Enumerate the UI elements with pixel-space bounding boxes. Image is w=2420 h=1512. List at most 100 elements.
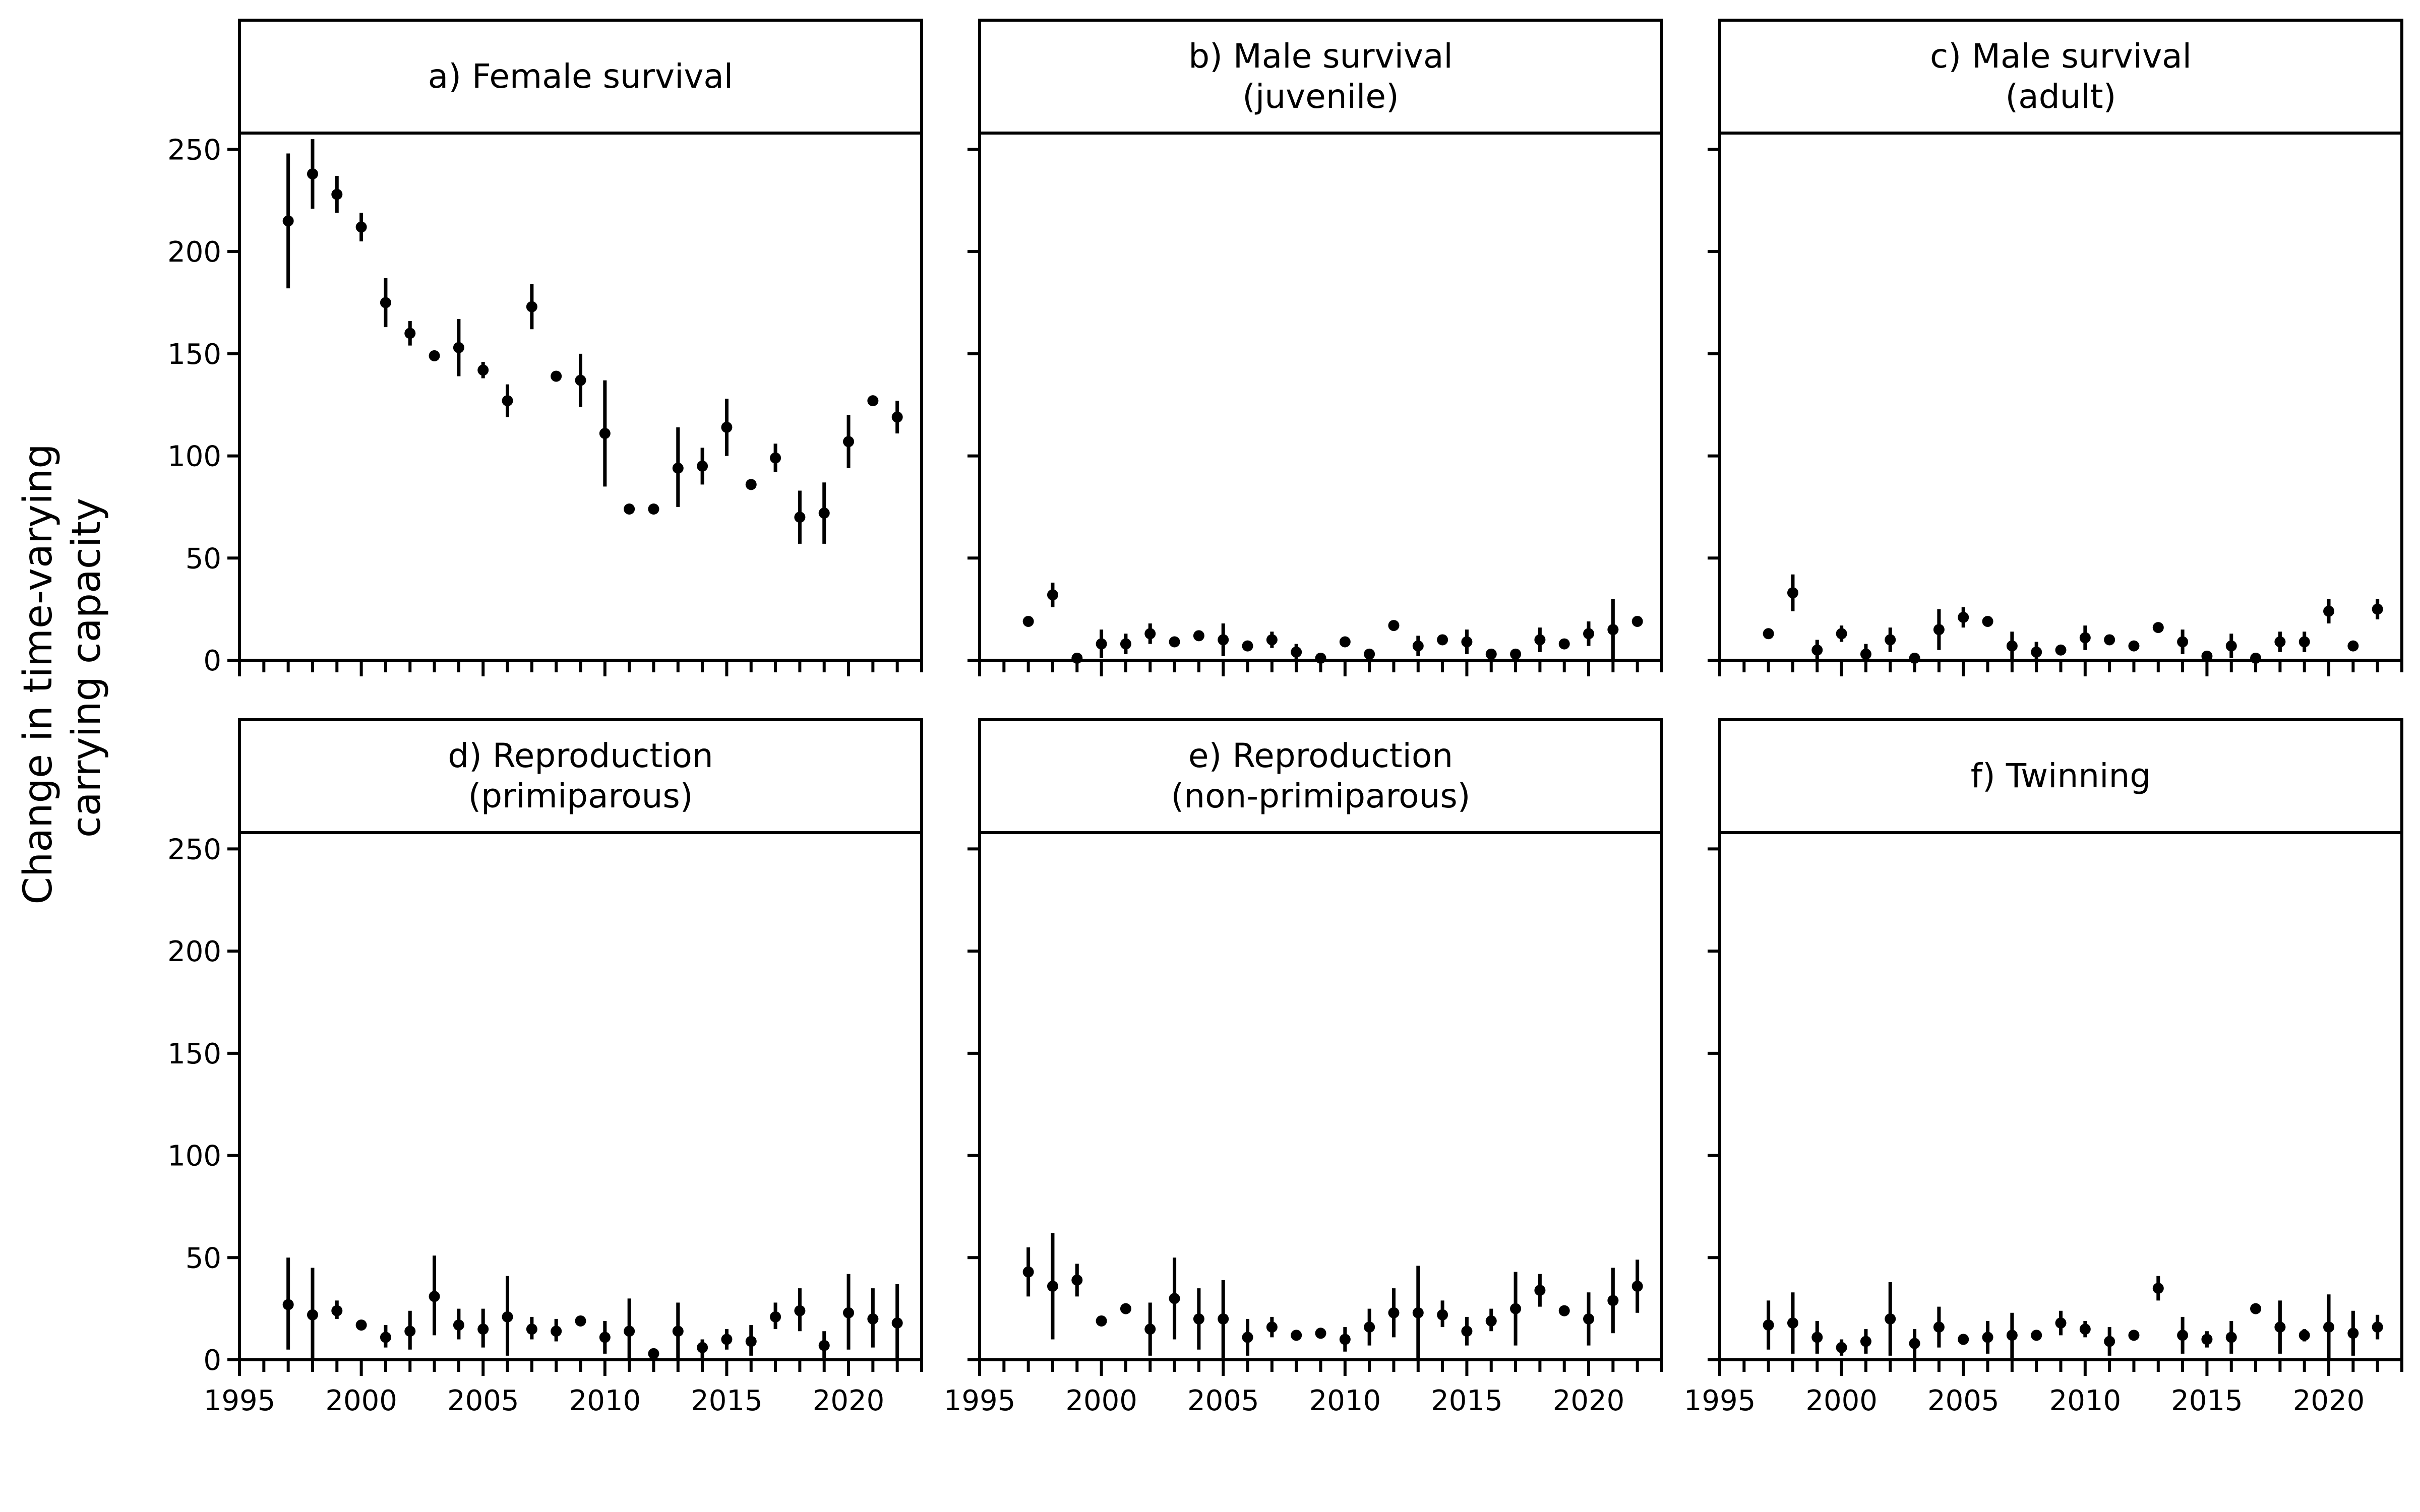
data-point (1144, 1324, 1156, 1335)
data-point (1885, 634, 1896, 646)
data-point (2298, 636, 2310, 648)
data-point (307, 1309, 318, 1320)
data-point (2225, 640, 2237, 652)
data-point (818, 1340, 830, 1351)
data-point (867, 1313, 879, 1325)
data-point (1120, 638, 1131, 650)
data-point (1266, 634, 1278, 646)
panel-title: (juvenile) (1242, 77, 1399, 116)
x-tick-label: 2015 (1431, 1384, 1503, 1417)
data-point (843, 1307, 855, 1318)
panel-6: f) Twinning 1995 2000 2005 2010 2015 2020 (1684, 718, 2403, 1417)
data-point (2055, 1317, 2067, 1329)
panel-1: a) Female survival 0 50 100 150 200 250 (167, 19, 923, 677)
data-point (1120, 1303, 1131, 1314)
data-point (355, 1319, 367, 1331)
data-point (599, 427, 611, 439)
data-point (1461, 636, 1473, 648)
data-point (1787, 587, 1798, 599)
panel-5: e) Reproduction(non-primiparous) 1995 2000… (944, 718, 1663, 1417)
data-point (355, 221, 367, 233)
y-tick-label: 100 (167, 1140, 221, 1173)
panel-title: b) Male survival (1188, 37, 1453, 76)
data-point (1836, 1342, 1847, 1353)
data-point (1558, 638, 1570, 650)
panel-3: c) Male survival(adult) (1708, 19, 2403, 676)
data-point (648, 503, 659, 515)
x-tick-label: 2005 (1927, 1384, 2000, 1417)
data-point (1485, 648, 1497, 660)
data-point (2177, 1330, 2189, 1341)
data-point (1047, 1281, 1058, 1292)
data-point (1315, 1328, 1326, 1339)
data-point (843, 436, 855, 448)
data-point (672, 1326, 684, 1337)
x-tick-label: 2000 (325, 1384, 397, 1417)
data-point (2031, 1330, 2042, 1341)
data-point (1631, 1281, 1643, 1292)
data-point (2250, 1303, 2262, 1314)
data-point (1071, 1274, 1083, 1286)
data-point (1933, 624, 1945, 636)
data-point (1485, 1315, 1497, 1327)
data-point (891, 411, 903, 423)
data-point (1193, 1313, 1204, 1325)
data-point (404, 1326, 416, 1337)
data-point (1364, 1321, 1375, 1333)
data-point (1811, 1332, 1823, 1343)
data-point (1242, 1332, 1253, 1343)
data-point (1339, 636, 1351, 648)
panel-2: b) Male survival(juvenile) (967, 19, 1663, 676)
data-point (526, 301, 537, 312)
panel-strip (978, 19, 1663, 135)
data-point (1218, 1313, 1229, 1325)
data-point (551, 1326, 562, 1337)
data-point (1461, 1326, 1473, 1337)
x-tick-label: 2000 (1805, 1384, 1878, 1417)
data-point (1860, 648, 1871, 660)
panel-strip (978, 718, 1663, 834)
data-point (599, 1332, 611, 1343)
data-point (624, 503, 635, 515)
data-point (551, 370, 562, 382)
data-point (1763, 1319, 1774, 1331)
y-tick-label: 50 (186, 1242, 221, 1275)
x-tick-label: 2010 (1309, 1384, 1381, 1417)
data-point (2250, 652, 2262, 664)
data-point (1534, 1285, 1546, 1296)
x-tick-label: 2005 (447, 1384, 519, 1417)
panel-strip (238, 718, 923, 834)
y-tick-label: 50 (186, 542, 221, 575)
data-point (2323, 1321, 2335, 1333)
panel-strip (1718, 19, 2403, 135)
data-point (1218, 634, 1229, 646)
data-point (1096, 1315, 1107, 1327)
data-point (477, 1324, 489, 1335)
data-point (2177, 636, 2189, 648)
panel-title: a) Female survival (428, 57, 733, 96)
data-point (2298, 1330, 2310, 1341)
data-point (1437, 634, 1448, 646)
data-point (1047, 589, 1058, 601)
data-point (1583, 628, 1595, 640)
data-point (2347, 640, 2359, 652)
data-point (1412, 1307, 1424, 1318)
data-point (1763, 628, 1774, 640)
panel-strip (238, 19, 923, 135)
data-point (1909, 652, 1920, 664)
data-point (2104, 1336, 2115, 1347)
data-point (1982, 615, 1993, 627)
y-tick-label: 100 (167, 440, 221, 473)
data-point (867, 395, 879, 407)
panel-title: d) Reproduction (448, 736, 713, 775)
data-point (1860, 1336, 1871, 1347)
data-point (2274, 636, 2286, 648)
x-tick-label: 2015 (691, 1384, 763, 1417)
data-point (1096, 638, 1107, 650)
y-axis-title-line-2: carrying capacity (64, 498, 109, 838)
data-point (331, 188, 343, 200)
data-point (818, 508, 830, 519)
data-point (2055, 644, 2067, 656)
y-tick-label: 150 (167, 1038, 221, 1070)
